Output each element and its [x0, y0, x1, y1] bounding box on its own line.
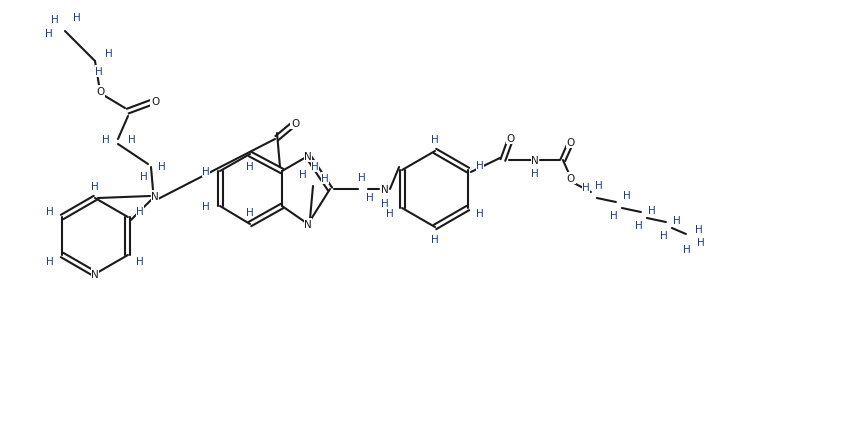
Text: O: O — [567, 173, 575, 184]
Text: H: H — [102, 135, 110, 145]
Text: H: H — [697, 237, 705, 248]
Text: H: H — [95, 67, 103, 77]
Text: H: H — [246, 207, 254, 218]
Text: H: H — [476, 208, 484, 219]
Text: H: H — [321, 173, 329, 184]
Text: H: H — [358, 173, 366, 183]
Text: N: N — [531, 155, 539, 166]
Text: H: H — [136, 207, 144, 216]
Text: H: H — [299, 170, 307, 180]
Text: H: H — [381, 199, 389, 208]
Text: H: H — [623, 190, 631, 201]
Text: H: H — [660, 230, 668, 240]
Text: H: H — [46, 207, 54, 216]
Text: N: N — [304, 219, 312, 230]
Text: H: H — [366, 193, 374, 202]
Text: H: H — [582, 183, 590, 193]
Text: N: N — [91, 269, 99, 279]
Text: N: N — [304, 152, 312, 161]
Text: O: O — [567, 138, 575, 148]
Text: O: O — [151, 97, 159, 107]
Text: H: H — [673, 216, 680, 225]
Text: H: H — [91, 181, 99, 192]
Text: H: H — [140, 172, 148, 181]
Text: H: H — [311, 161, 319, 172]
Text: H: H — [202, 201, 210, 211]
Text: H: H — [73, 13, 81, 23]
Text: H: H — [128, 135, 136, 145]
Text: O: O — [507, 134, 515, 144]
Text: H: H — [610, 210, 618, 221]
Text: H: H — [136, 256, 144, 266]
Text: H: H — [431, 234, 439, 245]
Text: H: H — [695, 225, 703, 234]
Text: H: H — [246, 161, 254, 172]
Text: O: O — [291, 119, 299, 129]
Text: H: H — [683, 245, 690, 254]
Text: H: H — [476, 161, 484, 170]
Text: H: H — [635, 221, 643, 230]
Text: H: H — [46, 256, 54, 266]
Text: H: H — [105, 49, 113, 59]
Text: H: H — [51, 15, 59, 25]
Text: O: O — [96, 87, 104, 97]
Text: H: H — [45, 29, 53, 39]
Text: N: N — [151, 192, 159, 201]
Text: H: H — [648, 205, 656, 216]
Text: H: H — [531, 169, 539, 178]
Text: H: H — [386, 208, 394, 219]
Text: H: H — [595, 181, 603, 190]
Text: H: H — [158, 161, 166, 172]
Text: H: H — [202, 167, 210, 177]
Text: N: N — [381, 184, 389, 195]
Text: H: H — [431, 135, 439, 145]
